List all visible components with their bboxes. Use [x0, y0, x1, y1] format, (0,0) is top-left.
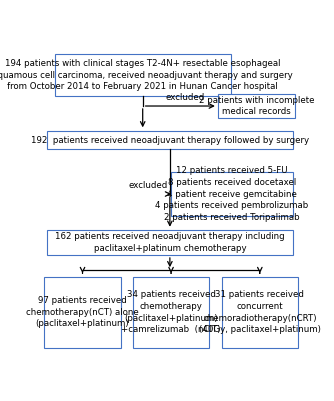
Text: excluded: excluded: [166, 93, 205, 102]
FancyBboxPatch shape: [218, 95, 296, 117]
FancyBboxPatch shape: [133, 277, 209, 348]
Text: 162 patients received neoadjuvant therapy including
paclitaxel+platinum chemothe: 162 patients received neoadjuvant therap…: [55, 232, 285, 253]
Text: 97 patients received
chemotherapy(nCT) alone
(paclitaxel+platinum): 97 patients received chemotherapy(nCT) a…: [26, 296, 139, 328]
Text: 34 patients received
chemotherapy
(paclitaxel+platinum)
+camrelizumab  (nCIT): 34 patients received chemotherapy (pacli…: [121, 290, 221, 334]
Text: 192  patients received neoadjuvant therapy followed by surgery: 192 patients received neoadjuvant therap…: [31, 136, 309, 145]
Text: 2 patients with incomplete
medical records: 2 patients with incomplete medical recor…: [199, 95, 314, 116]
Text: 31 patients received
concurrent
chemoradiotherapy(nCRT)
(40Gy, paclitaxel+platin: 31 patients received concurrent chemorad…: [199, 290, 321, 334]
FancyBboxPatch shape: [44, 277, 121, 348]
FancyBboxPatch shape: [47, 230, 293, 255]
Text: 12 patients received 5-FU
8 patients received docetaxel
4 patient receive gemcit: 12 patients received 5-FU 8 patients rec…: [155, 166, 309, 222]
Text: excluded: excluded: [128, 181, 168, 190]
FancyBboxPatch shape: [55, 54, 231, 96]
Text: 194 patients with clinical stages T2-4N+ resectable esophageal
squamous cell car: 194 patients with clinical stages T2-4N+…: [0, 59, 293, 91]
FancyBboxPatch shape: [171, 172, 293, 217]
FancyBboxPatch shape: [47, 131, 293, 150]
FancyBboxPatch shape: [222, 277, 298, 348]
